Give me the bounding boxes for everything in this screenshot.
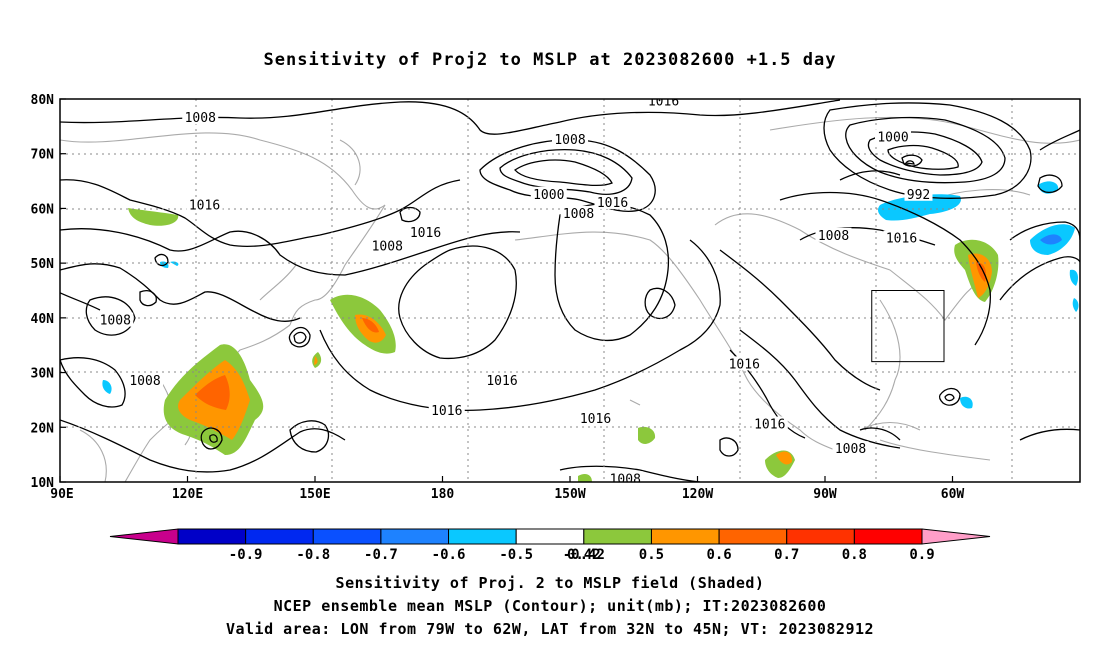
contour-label: 1008: [100, 314, 131, 329]
colorbar-swatch: [245, 528, 314, 545]
lat-label: 40N: [31, 312, 55, 327]
contour-label-bg: [182, 110, 219, 125]
lat-label: 20N: [31, 421, 55, 436]
lat-label: 50N: [31, 257, 55, 272]
contour-label: 1008: [129, 374, 160, 389]
contour-label: 1016: [486, 374, 517, 389]
contour-label-bg: [552, 132, 588, 147]
contour-label-bg: [369, 238, 406, 253]
contour-label-bg: [607, 471, 644, 482]
colorbar-label: 0.6: [706, 547, 731, 563]
contour-label: 1016: [580, 412, 611, 427]
sensitivity-shading: [102, 181, 1079, 482]
lon-label: 120W: [682, 487, 713, 502]
lat-label: 30N: [31, 367, 55, 382]
contour-label-bg: [815, 227, 852, 242]
lon-label: 150E: [299, 487, 330, 502]
colorbar-swatch: [853, 528, 923, 545]
lon-label: 90W: [813, 487, 837, 502]
lat-label: 80N: [31, 93, 55, 108]
colorbar-swatch: [786, 528, 855, 545]
contour-label-bg: [428, 402, 465, 417]
colorbar-label: -0.8: [296, 547, 330, 563]
contour-label-bg: [832, 441, 869, 456]
caption-line-2: NCEP ensemble mean MSLP (Contour); unit(…: [273, 597, 827, 615]
colorbar-swatch: [718, 528, 788, 545]
grid-lines: [60, 99, 1080, 482]
lon-label: 150W: [554, 487, 585, 502]
contour-label: 992: [907, 188, 930, 203]
contour-label-bg: [560, 205, 597, 220]
contour-label: 1016: [597, 196, 628, 211]
lon-label: 120E: [172, 487, 203, 502]
contour-label: 1000: [877, 130, 908, 145]
contour-label-bg: [645, 99, 682, 108]
colorbar-swatch: [177, 528, 247, 545]
contour-label-bg: [97, 312, 134, 327]
lon-label: 60W: [941, 487, 965, 502]
colorbar-label: -0.9: [229, 547, 263, 563]
caption-line-1: Sensitivity of Proj. 2 to MSLP field (Sh…: [335, 574, 765, 592]
longitude-axis: 90E 120E 150E 180 150W 120W 90W 60W: [50, 476, 964, 502]
colorbar-swatch: [380, 528, 450, 545]
contour-label-bg: [577, 411, 614, 426]
colorbar-arrow-low: [109, 528, 179, 545]
colorbar-label: 0.5: [639, 547, 664, 563]
colorbar-swatch: [312, 528, 382, 545]
contour-label: 1008: [185, 111, 216, 126]
lat-label: 70N: [31, 148, 55, 163]
contour-label-bg: [594, 194, 631, 209]
colorbar-label: 0.7: [774, 547, 799, 563]
lat-label: 10N: [31, 476, 55, 491]
lon-label: 90E: [50, 487, 73, 502]
contour-label-bg: [751, 416, 788, 431]
colorbar-swatch: [650, 528, 720, 545]
colorbar-swatch: [583, 528, 652, 545]
colorbar-label: -0.5: [499, 547, 533, 563]
lon-label: 180: [431, 487, 455, 502]
latitude-axis: 80N 70N 60N 50N 40N 30N 20N 10N: [31, 93, 66, 491]
colorbar-swatch: [448, 528, 517, 545]
contour-label-bg: [904, 186, 933, 201]
colorbar-label: -0.6: [432, 547, 466, 563]
contour-label: 1016: [886, 232, 917, 247]
valid-area-box: [871, 290, 945, 363]
colorbar-label: -0.42: [563, 547, 605, 563]
contour-label: 1008: [818, 229, 849, 244]
colorbar-label: 0.9: [909, 547, 934, 563]
color-bar: -0.9 -0.8 -0.7 -0.6 -0.5 -0.420.42 0.5 0.6 0.7 0.…: [109, 528, 991, 563]
contour-label: 1008: [835, 442, 866, 457]
contour-label: 1000: [533, 188, 564, 203]
contour-label: 1016: [729, 357, 760, 372]
contour-label: 1016: [189, 199, 220, 214]
lat-label: 60N: [31, 202, 55, 217]
contour-label-bg: [407, 225, 444, 240]
colorbar-label: -0.7: [364, 547, 398, 563]
colorbar-swatch: [515, 528, 585, 545]
contour-label-bg: [186, 197, 223, 212]
contour-label-bg: [875, 129, 911, 144]
contour-label-bg: [726, 356, 763, 371]
contour-label: 1008: [372, 240, 403, 255]
contour-label-bg: [484, 372, 520, 387]
colorbar-label: 0.8: [842, 547, 867, 563]
contour-label: 1016: [754, 418, 785, 433]
contour-label: 1008: [610, 472, 641, 487]
contour-label: 1016: [431, 404, 462, 419]
caption-line-3: Valid area: LON from 79W to 62W, LAT fro…: [225, 620, 875, 638]
contour-label-bg: [127, 372, 163, 387]
contour-label-bg: [883, 230, 920, 245]
colorbar-label: 0.42: [567, 547, 601, 563]
contour-label: 1016: [410, 226, 441, 241]
contour-label-bg: [530, 186, 567, 201]
contour-label: 1008: [563, 207, 594, 222]
contour-label: 1016: [648, 95, 679, 110]
colorbar-arrow-high: [921, 528, 991, 545]
contour-label: 1008: [554, 133, 585, 148]
plot-title: Sensitivity of Proj2 to MSLP at 20230826…: [263, 50, 837, 70]
